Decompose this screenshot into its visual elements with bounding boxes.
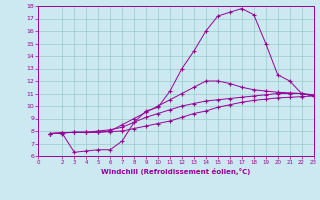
X-axis label: Windchill (Refroidissement éolien,°C): Windchill (Refroidissement éolien,°C) <box>101 168 251 175</box>
